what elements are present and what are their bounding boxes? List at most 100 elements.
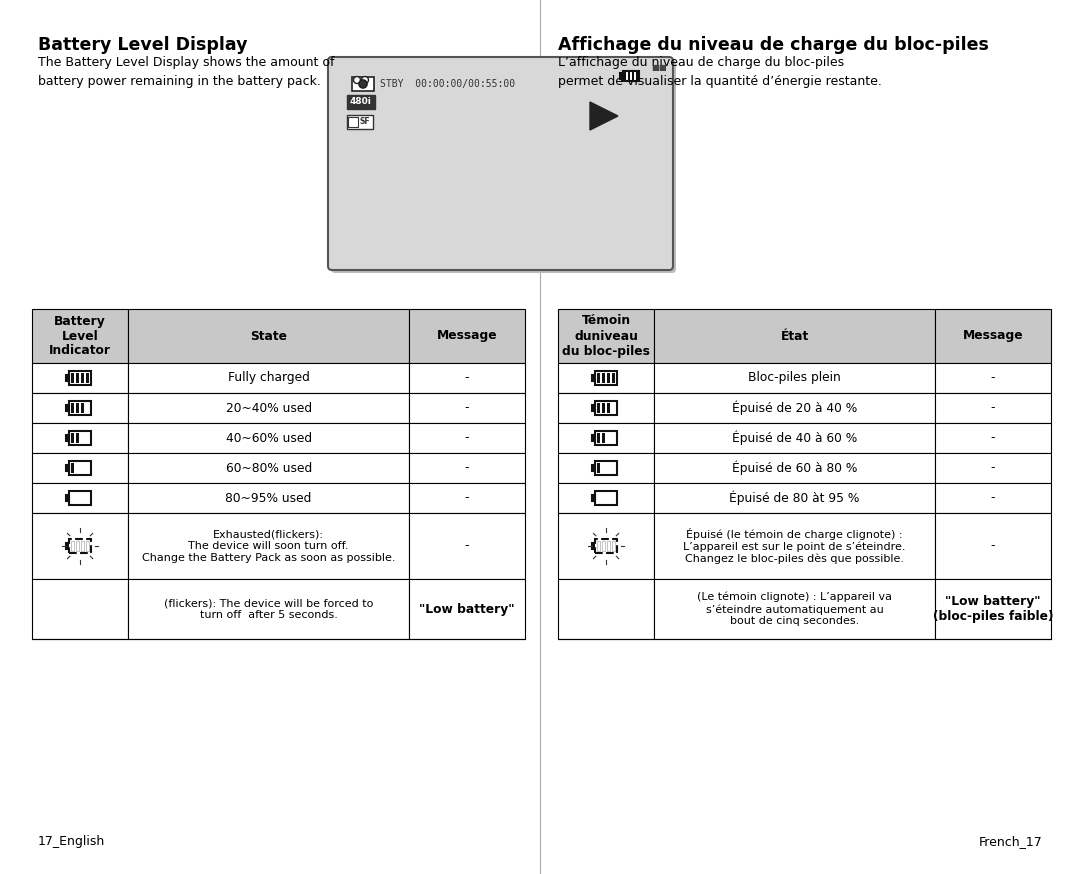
Bar (409, 483, 525, 513)
Bar (66, 543, 69, 550)
Bar (607, 433, 610, 443)
Bar (607, 463, 610, 473)
Bar (597, 493, 600, 503)
Bar (597, 463, 600, 473)
Text: -: - (990, 539, 996, 552)
Bar (558, 309, 654, 363)
Bar (602, 403, 605, 413)
Bar (654, 483, 935, 513)
Text: Exhausted(flickers):
The device will soon turn off.
Change the Battery Pack as s: Exhausted(flickers): The device will soo… (141, 530, 395, 563)
Text: SF: SF (360, 117, 370, 127)
Bar (81, 493, 84, 503)
Bar (66, 375, 69, 381)
Text: État: État (781, 329, 809, 343)
Bar (86, 463, 90, 473)
Text: Épuisé de 20 à 40 %: Épuisé de 20 à 40 % (732, 401, 858, 415)
Text: -: - (464, 539, 470, 552)
Bar (607, 403, 610, 413)
Text: "Low battery"
(bloc-piles faible): "Low battery" (bloc-piles faible) (933, 595, 1053, 623)
Text: Témoin
duniveau
du bloc-piles: Témoin duniveau du bloc-piles (562, 315, 650, 357)
Bar (654, 393, 935, 423)
Bar (654, 363, 935, 393)
Bar (32, 453, 129, 483)
Bar (595, 431, 617, 445)
FancyBboxPatch shape (330, 60, 676, 273)
Bar (592, 375, 595, 381)
Bar (86, 541, 90, 551)
Bar (612, 463, 616, 473)
Bar (81, 541, 84, 551)
Text: 80~95% used: 80~95% used (226, 491, 312, 504)
Bar (32, 513, 129, 579)
Bar (70, 541, 75, 551)
Bar (129, 393, 409, 423)
Bar (624, 72, 626, 80)
Bar (592, 434, 595, 441)
Bar (76, 403, 79, 413)
Bar (76, 541, 79, 551)
Bar (129, 363, 409, 393)
Bar (935, 393, 1051, 423)
Bar (69, 461, 91, 475)
Bar (622, 71, 639, 81)
Bar (129, 483, 409, 513)
Text: Battery
Level
Indicator: Battery Level Indicator (49, 315, 111, 357)
Text: -: - (990, 401, 996, 414)
Text: STBY  00:00:00/00:55:00: STBY 00:00:00/00:55:00 (380, 79, 515, 89)
Bar (32, 423, 129, 453)
Bar (627, 72, 631, 80)
Bar (592, 465, 595, 471)
Bar (76, 373, 79, 383)
Bar (612, 403, 616, 413)
Bar (352, 77, 374, 91)
Bar (935, 483, 1051, 513)
Bar (129, 309, 409, 363)
Text: -: - (464, 461, 470, 475)
Text: Bloc-piles plein: Bloc-piles plein (748, 371, 841, 385)
Bar (595, 539, 617, 552)
Bar (595, 461, 617, 475)
Bar (935, 513, 1051, 579)
Bar (558, 423, 654, 453)
Bar (86, 373, 90, 383)
Bar (66, 495, 69, 502)
Text: -: - (464, 432, 470, 445)
Bar (558, 483, 654, 513)
Bar (595, 491, 617, 505)
Bar (595, 371, 617, 385)
Bar (70, 493, 75, 503)
Bar (76, 463, 79, 473)
Bar (66, 405, 69, 412)
Text: "Low battery": "Low battery" (419, 602, 515, 615)
Text: Épuisé (le témoin de charge clignote) :
L’appareil est sur le point de s’éteindr: Épuisé (le témoin de charge clignote) : … (684, 528, 906, 565)
Bar (654, 453, 935, 483)
Bar (32, 483, 129, 513)
Bar (129, 423, 409, 453)
Bar (935, 423, 1051, 453)
Bar (654, 309, 935, 363)
Bar (607, 493, 610, 503)
Bar (558, 453, 654, 483)
Bar (86, 403, 90, 413)
Polygon shape (590, 102, 618, 130)
Text: -: - (464, 491, 470, 504)
Bar (612, 433, 616, 443)
Text: Épuisé de 80 àt 95 %: Épuisé de 80 àt 95 % (729, 490, 860, 505)
Bar (348, 117, 357, 127)
Bar (347, 115, 373, 129)
Bar (81, 433, 84, 443)
Text: (Le témoin clignote) : L’appareil va
s’éteindre automatiquement au
bout de cinq : (Le témoin clignote) : L’appareil va s’é… (698, 592, 892, 626)
Text: Message: Message (962, 329, 1024, 343)
Bar (558, 513, 654, 579)
Bar (654, 579, 935, 639)
Text: ■■: ■■ (651, 63, 666, 82)
Bar (32, 363, 129, 393)
Text: French_17: French_17 (978, 835, 1042, 848)
Bar (597, 403, 600, 413)
Text: -: - (464, 401, 470, 414)
FancyBboxPatch shape (328, 57, 673, 270)
Text: 60~80% used: 60~80% used (226, 461, 312, 475)
Bar (66, 434, 69, 441)
Bar (632, 72, 634, 80)
Bar (76, 493, 79, 503)
